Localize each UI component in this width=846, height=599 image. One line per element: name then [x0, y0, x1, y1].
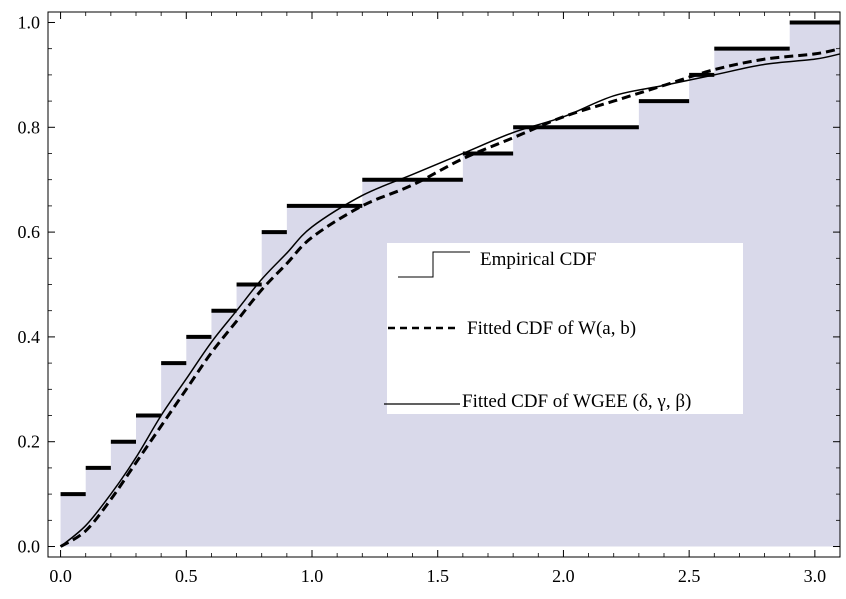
y-tick-label: 0.8 [18, 117, 41, 137]
legend-box [387, 243, 743, 414]
wgee-fitted-curve [60, 53, 841, 548]
legend-label-empirical: Empirical CDF [480, 249, 597, 270]
x-tick-label: 0.5 [175, 566, 198, 586]
y-tick-label: 1.0 [18, 12, 41, 32]
x-tick-label: 1.5 [426, 566, 449, 586]
x-tick-label: 0.0 [49, 566, 72, 586]
axis-ticks: 0.0 0.5 1.0 1.5 2.0 2.5 3.0 0.0 0.2 0.4 0.6 0.8 1.0 [18, 12, 840, 586]
x-tick-label: 3.0 [804, 566, 827, 586]
fitted-curves [59, 47, 841, 548]
legend-empirical-sample [398, 251, 470, 278]
weibull-fitted-curve [59, 47, 841, 548]
legend-label-weibull: Fitted CDF of W(a, b) [467, 318, 636, 339]
y-tick-label: 0.4 [18, 327, 41, 347]
x-tick-label: 2.0 [552, 566, 575, 586]
legend-label-wgee: Fitted CDF of WGEE (δ, γ, β) [462, 391, 691, 412]
x-tick-label: 1.0 [301, 566, 324, 586]
legend: Empirical CDF Fitted CDF of W(a, b) Fitt… [384, 243, 743, 414]
y-tick-label: 0.6 [18, 222, 41, 242]
x-tick-label: 2.5 [678, 566, 701, 586]
y-tick-label: 0.2 [18, 432, 41, 452]
y-tick-label: 0.0 [18, 537, 41, 557]
